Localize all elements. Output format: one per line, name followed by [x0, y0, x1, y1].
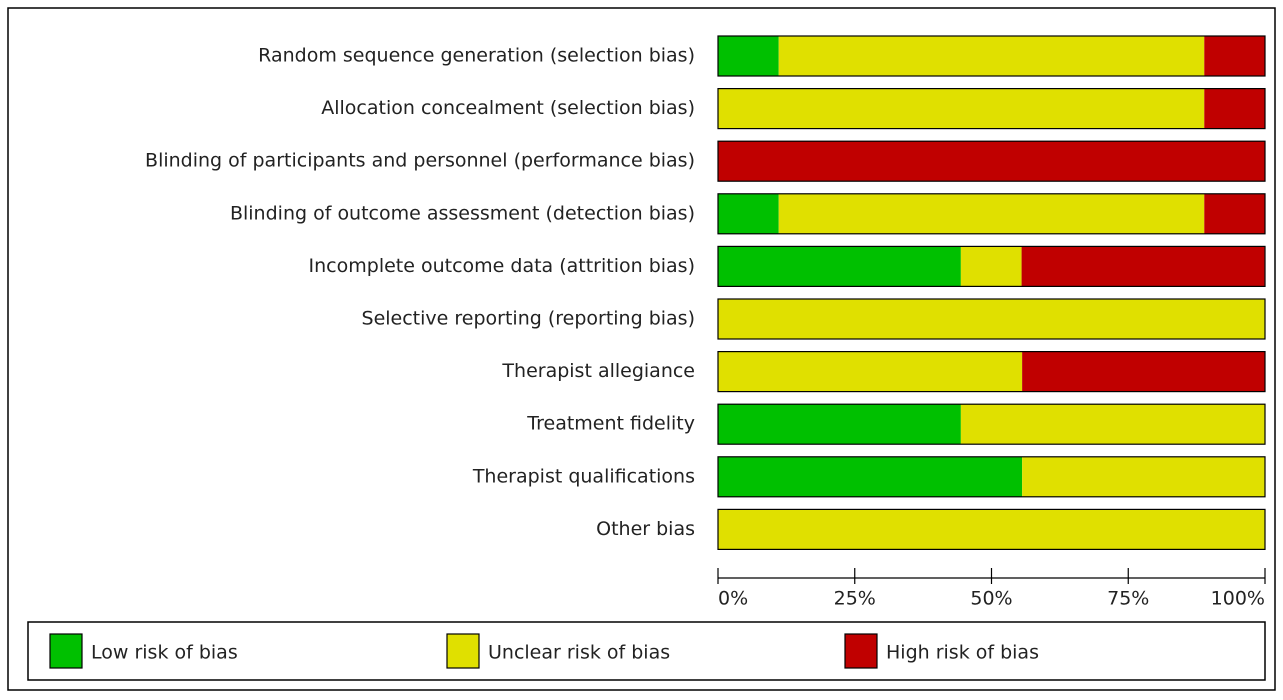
bar-outline — [717, 403, 1266, 445]
bar-outline — [717, 508, 1266, 550]
bar-segment — [960, 246, 1022, 287]
x-tick-label: 75% — [1107, 588, 1149, 610]
bar-segment — [718, 404, 961, 445]
bar-outline — [717, 456, 1266, 498]
legend-box — [27, 621, 1266, 681]
category-label: Random sequence generation (selection bi… — [258, 45, 695, 67]
bar-outline — [717, 87, 1266, 130]
bar-segment — [718, 509, 1265, 550]
category-label: Blinding of outcome assessment (detectio… — [230, 202, 695, 224]
legend-label: High risk of bias — [886, 642, 1039, 664]
bar-segment — [1204, 193, 1265, 234]
bar-segment — [718, 351, 1023, 392]
category-label: Allocation concealment (selection bias) — [321, 97, 695, 119]
category-label: Therapist allegiance — [501, 360, 695, 382]
bar-segment — [1021, 246, 1265, 287]
category-label: Therapist qualifications — [472, 465, 695, 487]
bar-outline — [717, 298, 1266, 340]
bar-segment — [718, 456, 1023, 497]
x-tick-label: 0% — [718, 588, 748, 610]
x-tick-label: 100% — [1211, 588, 1265, 610]
bar-segment — [1204, 88, 1265, 129]
bar-segment — [1022, 351, 1265, 392]
category-label: Other bias — [596, 518, 695, 540]
legend-swatch — [844, 633, 878, 669]
legend-swatch — [446, 633, 480, 669]
bar-segment — [718, 193, 779, 234]
bar-segment — [718, 246, 961, 287]
bar-segment — [778, 193, 1205, 234]
bar-segment — [718, 88, 1205, 129]
bar-segment — [1022, 456, 1265, 497]
bar-segment — [718, 141, 1265, 182]
x-tick-label: 25% — [834, 588, 876, 610]
bar-outline — [717, 193, 1266, 235]
category-label: Selective reporting (reporting bias) — [362, 308, 695, 330]
bar-outline — [717, 351, 1266, 393]
bar-segment — [718, 299, 1265, 339]
bar-outline — [717, 245, 1266, 287]
legend-swatch — [49, 633, 83, 669]
bar-segment — [778, 36, 1205, 76]
bar-outline — [717, 35, 1266, 77]
bar-segment — [1204, 36, 1265, 76]
category-label: Treatment fidelity — [526, 413, 695, 435]
legend-label: Unclear risk of bias — [488, 642, 670, 664]
bar-outline — [717, 140, 1266, 182]
category-label: Blinding of participants and personnel (… — [145, 150, 695, 172]
bar-segment — [718, 36, 779, 76]
legend-label: Low risk of bias — [91, 642, 238, 664]
x-tick-label: 50% — [970, 588, 1012, 610]
bar-segment — [960, 404, 1265, 445]
category-label: Incomplete outcome data (attrition bias) — [309, 255, 695, 277]
